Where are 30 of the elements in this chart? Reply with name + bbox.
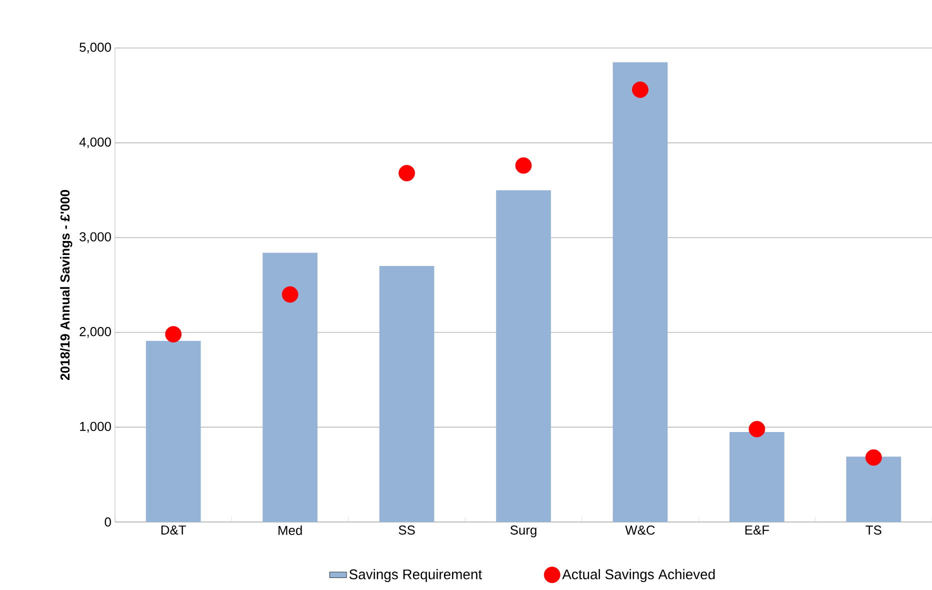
x-tick-label: D&T — [161, 526, 186, 535]
legend-label: Savings Requirement — [349, 569, 482, 582]
x-tick-label: E&F — [745, 526, 770, 535]
point — [398, 164, 415, 182]
x-tick-label: TS — [866, 526, 882, 535]
x-tick-label: Surg — [510, 526, 536, 538]
bar — [379, 266, 434, 522]
x-tick-label: W&C — [625, 526, 655, 535]
point — [865, 449, 882, 466]
y-axis-title: 2018/19 Annual Savings - £'000 — [60, 190, 72, 380]
x-tick-label: SS — [398, 526, 415, 535]
y-tick-label: 1,000 — [80, 422, 111, 433]
bar — [846, 456, 902, 522]
point — [748, 420, 766, 438]
point — [632, 82, 648, 98]
bar — [262, 252, 318, 522]
point — [165, 326, 182, 342]
bar — [730, 432, 784, 522]
legend-label: Actual Savings Achieved — [562, 569, 715, 582]
x-tick-label: Med — [278, 526, 302, 536]
y-tick-label: 2,000 — [80, 327, 111, 338]
y-tick-label: 0 — [104, 517, 111, 527]
y-tick-label: 5,000 — [80, 42, 111, 54]
point — [515, 157, 532, 174]
bar — [496, 190, 551, 522]
point — [282, 286, 298, 303]
bar — [612, 62, 668, 522]
y-tick-label: 3,000 — [80, 232, 111, 243]
y-tick-label: 4,000 — [79, 137, 111, 148]
bar — [146, 340, 201, 522]
